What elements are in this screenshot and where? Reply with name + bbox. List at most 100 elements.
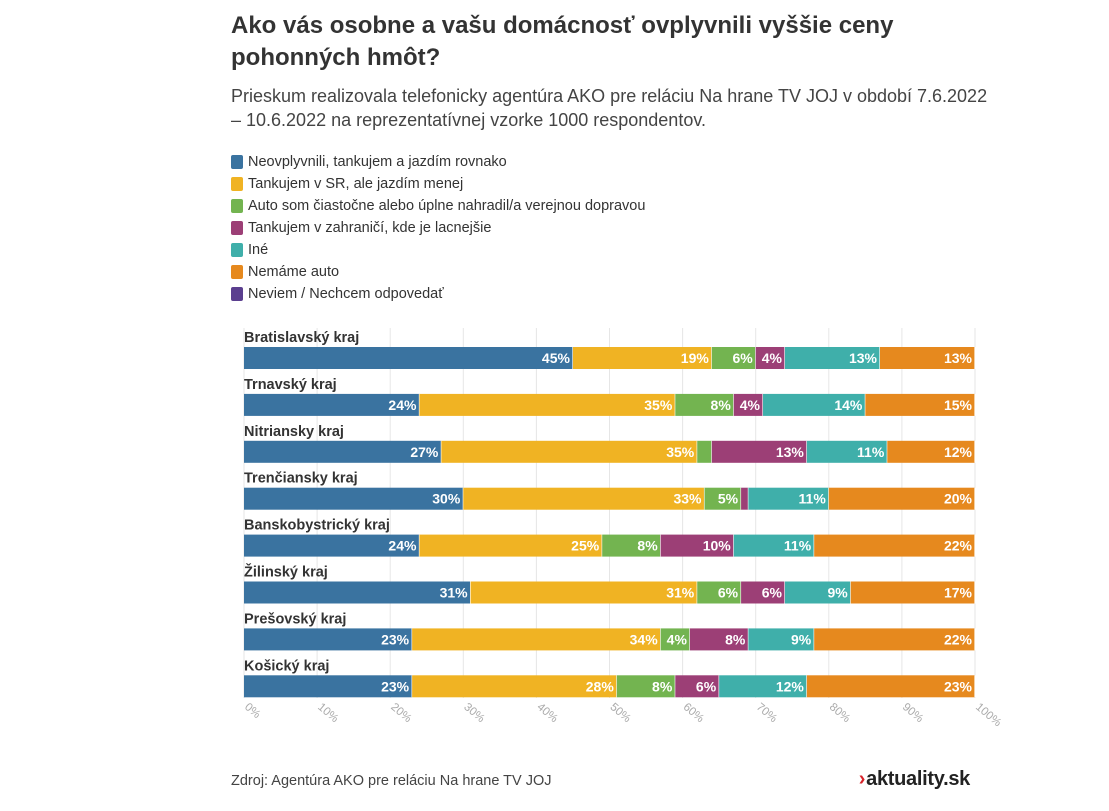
x-tick-label: 0% (242, 701, 262, 721)
legend-item-neovplyvnili-tankujem-a-jazdim-rovnako: Neovplyvnili, tankujem a jazdím rovnako (231, 151, 645, 173)
bar-segment-banskobystricky-kraj-4 (660, 534, 734, 557)
x-tick-label: 70% (754, 701, 779, 725)
value-label-kosicky-kraj-4: 6% (696, 678, 717, 694)
bar-segment-zilinsky-kraj-1 (244, 581, 471, 604)
value-label-presovsky-kraj-2: 34% (630, 631, 659, 647)
value-label-bratislavsky-kraj-5: 13% (849, 350, 878, 366)
value-label-banskobystricky-kraj-2: 25% (571, 538, 600, 554)
bar-segment-trenciansky-kraj-5 (748, 487, 829, 510)
bar-segment-presovsky-kraj-4 (689, 628, 749, 651)
bar-segment-nitriansky-kraj-6 (887, 440, 975, 463)
bar-segment-kosicky-kraj-3 (616, 675, 676, 698)
value-label-trnavsky-kraj-5: 14% (834, 397, 863, 413)
bar-segment-presovsky-kraj-2 (412, 628, 661, 651)
value-label-kosicky-kraj-3: 8% (652, 678, 673, 694)
value-label-zilinsky-kraj-4: 6% (762, 585, 783, 601)
value-label-banskobystricky-kraj-5: 11% (784, 538, 812, 554)
bar-segment-kosicky-kraj-2 (412, 675, 617, 698)
category-label-banskobystricky-kraj: Banskobystrický kraj (244, 518, 390, 534)
bar-segment-trenciansky-kraj-2 (463, 487, 705, 510)
bar-segment-nitriansky-kraj-5 (806, 440, 888, 463)
value-label-zilinsky-kraj-5: 9% (827, 585, 848, 601)
value-label-presovsky-kraj-1: 23% (381, 631, 410, 647)
bar-segment-kosicky-kraj-6 (806, 675, 975, 698)
bar-segment-trenciansky-kraj-6 (828, 487, 975, 510)
value-label-presovsky-kraj-6: 22% (944, 631, 973, 647)
legend-swatch (231, 221, 243, 235)
legend-label: Auto som čiastočne alebo úplne nahradil/… (248, 198, 646, 214)
value-label-presovsky-kraj-3: 4% (667, 631, 688, 647)
value-label-trenciansky-kraj-1: 30% (432, 491, 461, 507)
bar-segment-banskobystricky-kraj-6 (814, 534, 975, 557)
legend-item-auto-som-ciastocne-alebo-uplne-nahradil-a-verejnou-dopravou: Auto som čiastočne alebo úplne nahradil/… (231, 195, 645, 217)
value-label-trnavsky-kraj-2: 35% (644, 397, 673, 413)
x-tick-label: 10% (315, 701, 340, 725)
legend-item-tankujem-v-zahranici-kde-je-lacnejsie: Tankujem v zahraničí, kde je lacnejšie (231, 217, 645, 239)
value-label-trnavsky-kraj-3: 8% (711, 397, 732, 413)
bar-segment-bratislavsky-kraj-6 (879, 347, 975, 369)
value-label-kosicky-kraj-6: 23% (944, 678, 973, 694)
bar-segment-trnavsky-kraj-6 (865, 393, 975, 416)
legend-item-nemame-auto: Nemáme auto (231, 261, 645, 283)
legend-swatch (231, 287, 243, 301)
x-tick-label: 30% (461, 701, 486, 725)
value-label-bratislavsky-kraj-4: 4% (762, 350, 783, 366)
legend-swatch (231, 265, 243, 279)
category-label-trnavsky-kraj: Trnavský kraj (244, 377, 337, 393)
x-tick-label: 40% (534, 701, 559, 725)
legend: Neovplyvnili, tankujem a jazdím rovnako T… (231, 151, 645, 305)
category-label-trenciansky-kraj: Trenčiansky kraj (244, 471, 358, 487)
value-label-bratislavsky-kraj-2: 19% (681, 350, 710, 366)
value-label-trnavsky-kraj-4: 4% (740, 397, 761, 413)
bar-segment-banskobystricky-kraj-1 (244, 534, 420, 557)
bar-segment-trenciansky-kraj-3 (704, 487, 742, 510)
value-label-bratislavsky-kraj-1: 45% (542, 350, 571, 366)
aktuality-logo[interactable]: ›aktuality.sk (859, 768, 971, 791)
legend-swatch (231, 243, 243, 257)
value-label-trnavsky-kraj-6: 15% (944, 397, 973, 413)
value-label-bratislavsky-kraj-3: 6% (732, 350, 753, 366)
chart-subtitle: Prieskum realizovala telefonicky agentúr… (231, 86, 988, 130)
bar-segment-zilinsky-kraj-6 (850, 581, 975, 604)
bar-segment-presovsky-kraj-1 (244, 628, 413, 651)
bar-segment-banskobystricky-kraj-3 (602, 534, 661, 557)
bar-segment-bratislavsky-kraj-1 (244, 347, 573, 369)
legend-swatch (231, 155, 243, 169)
source-note: Zdroj: Agentúra AKO pre reláciu Na hrane… (231, 773, 552, 789)
value-label-trenciansky-kraj-2: 33% (673, 491, 702, 507)
value-label-bratislavsky-kraj-6: 13% (944, 350, 973, 366)
legend-item-tankujem-v-sr-ale-jazdim-menej: Tankujem v SR, ale jazdím menej (231, 173, 645, 195)
x-tick-label: 90% (900, 701, 925, 725)
legend-item-ine: Iné (231, 239, 645, 261)
value-label-banskobystricky-kraj-4: 10% (703, 538, 732, 554)
bar-segment-trnavsky-kraj-4 (733, 393, 764, 416)
value-label-kosicky-kraj-2: 28% (586, 678, 615, 694)
bar-segment-trnavsky-kraj-3 (675, 393, 734, 416)
bar-segment-zilinsky-kraj-2 (470, 581, 698, 604)
legend-swatch (231, 177, 243, 191)
legend-label: Tankujem v zahraničí, kde je lacnejšie (248, 220, 492, 236)
bar-segment-nitriansky-kraj-3 (697, 440, 712, 463)
bar-segment-zilinsky-kraj-3 (697, 581, 742, 604)
value-label-nitriansky-kraj-2: 35% (666, 444, 695, 460)
bar-segment-trnavsky-kraj-2 (419, 393, 676, 416)
category-label-nitriansky-kraj: Nitriansky kraj (244, 424, 344, 440)
value-label-zilinsky-kraj-6: 17% (944, 585, 973, 601)
x-tick-label: 80% (827, 701, 852, 725)
x-tick-label: 60% (681, 701, 706, 725)
bar-segment-presovsky-kraj-3 (660, 628, 690, 651)
bar-segment-nitriansky-kraj-1 (244, 440, 442, 463)
bar-segment-nitriansky-kraj-4 (711, 440, 807, 463)
legend-label: Neviem / Nechcem odpovedať (248, 286, 444, 302)
legend-label: Iné (248, 242, 269, 258)
legend-label: Neovplyvnili, tankujem a jazdím rovnako (248, 154, 507, 170)
x-tick-label: 20% (388, 701, 413, 725)
bar-segment-bratislavsky-kraj-3 (711, 347, 756, 369)
x-tick-label: 100% (973, 701, 1003, 729)
bar-segment-trnavsky-kraj-1 (244, 393, 420, 416)
value-label-zilinsky-kraj-2: 31% (666, 585, 695, 601)
category-label-zilinsky-kraj: Žilinský kraj (244, 563, 328, 581)
bar-segment-trnavsky-kraj-5 (763, 393, 866, 416)
bar-segment-banskobystricky-kraj-5 (733, 534, 815, 557)
value-label-nitriansky-kraj-4: 13% (776, 444, 805, 460)
